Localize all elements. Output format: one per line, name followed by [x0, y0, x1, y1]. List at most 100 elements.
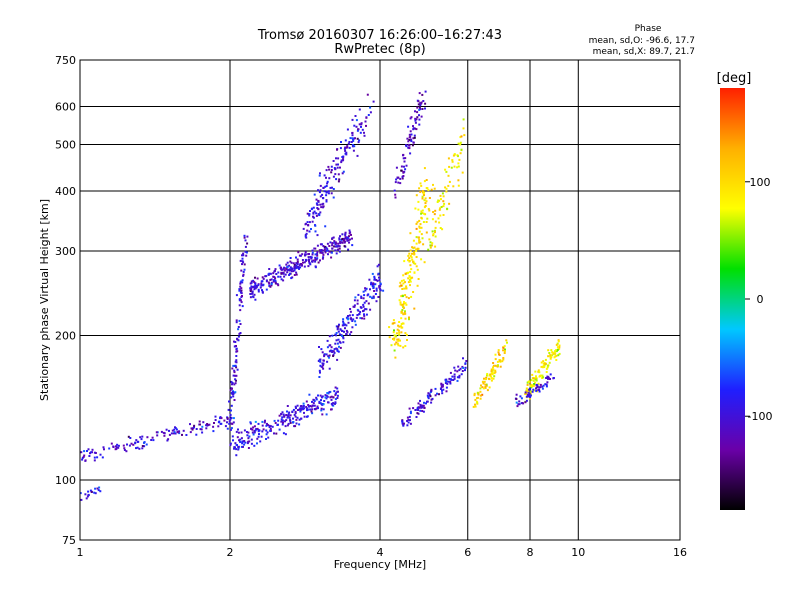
scatter-point: [427, 189, 430, 192]
scatter-point: [94, 487, 97, 490]
y-tick-label: 100: [55, 474, 76, 487]
scatter-point: [351, 326, 354, 329]
scatter-point: [371, 285, 374, 287]
scatter-point: [267, 436, 270, 439]
scatter-point: [538, 371, 541, 374]
scatter-point: [549, 354, 552, 357]
scatter-point: [320, 396, 323, 399]
scatter-point: [557, 354, 560, 357]
scatter-point: [273, 432, 275, 435]
scatter-point: [518, 400, 521, 403]
scatter-point: [346, 239, 349, 242]
scatter-point: [373, 277, 376, 280]
scatter-point: [457, 155, 459, 158]
scatter-point: [84, 459, 87, 462]
scatter-point: [277, 275, 280, 278]
scatter-point: [547, 377, 549, 380]
scatter-point: [359, 317, 362, 320]
scatter-point: [293, 269, 296, 272]
scatter-point: [338, 250, 341, 253]
scatter-point: [552, 377, 555, 379]
scatter-point: [451, 160, 454, 163]
scatter-point: [302, 405, 305, 408]
scatter-point: [348, 229, 351, 232]
scatter-point: [556, 349, 559, 351]
scatter-point: [496, 365, 499, 368]
scatter-point: [422, 192, 425, 195]
scatter-point: [90, 491, 93, 493]
scatter-point: [442, 200, 445, 203]
scatter-point: [325, 200, 328, 203]
scatter-point: [338, 178, 341, 181]
y-tick-label: 750: [55, 54, 76, 67]
scatter-point: [538, 390, 541, 393]
scatter-point: [332, 236, 335, 239]
scatter-point: [233, 345, 236, 348]
scatter-point: [527, 395, 530, 398]
scatter-point: [319, 184, 322, 187]
scatter-point: [529, 387, 531, 390]
scatter-point: [344, 149, 347, 152]
scatter-point: [338, 340, 341, 343]
scatter-point: [313, 247, 316, 250]
scatter-point: [401, 295, 404, 298]
scatter-point: [231, 393, 234, 396]
colorbar-tick-label: 0: [757, 293, 764, 306]
scatter-point: [473, 394, 476, 397]
scatter-point: [453, 153, 456, 156]
scatter-point: [208, 423, 211, 426]
scatter-point: [437, 217, 440, 220]
scatter-point: [232, 417, 235, 420]
scatter-point: [348, 241, 350, 244]
scatter-point: [537, 369, 540, 372]
scatter-point: [234, 378, 237, 381]
scatter-point: [407, 125, 410, 128]
scatter-point: [295, 422, 298, 425]
scatter-point: [447, 157, 450, 160]
scatter-point: [191, 428, 194, 431]
scatter-point: [232, 439, 234, 442]
scatter-point: [303, 261, 306, 264]
scatter-point: [516, 405, 519, 408]
scatter-point: [419, 102, 422, 105]
scatter-point: [321, 251, 324, 254]
scatter-point: [406, 420, 409, 422]
scatter-point: [424, 202, 427, 205]
scatter-point: [359, 311, 362, 313]
scatter-point: [331, 404, 334, 407]
scatter-point: [416, 412, 419, 415]
scatter-point: [336, 358, 339, 361]
scatter-point: [253, 430, 256, 432]
scatter-point: [558, 344, 561, 347]
scatter-point: [269, 278, 272, 281]
scatter-point: [250, 280, 253, 283]
scatter-point: [312, 398, 315, 401]
scatter-point: [545, 383, 548, 386]
scatter-point: [241, 257, 244, 260]
scatter-point: [399, 303, 402, 306]
scatter-point: [456, 379, 459, 382]
scatter-point: [329, 344, 332, 347]
scatter-point: [499, 365, 502, 368]
scatter-point: [365, 313, 368, 316]
scatter-point: [219, 417, 221, 420]
scatter-point: [317, 261, 320, 264]
scatter-point: [408, 139, 411, 141]
scatter-point: [372, 287, 375, 289]
scatter-point: [340, 141, 342, 143]
scatter-point: [86, 495, 89, 498]
scatter-point: [273, 276, 276, 278]
scatter-point: [401, 326, 404, 329]
scatter-point: [334, 342, 337, 345]
scatter-point: [393, 337, 396, 340]
x-tick-label: 6: [464, 546, 471, 559]
scatter-point: [314, 253, 317, 256]
scatter-point: [213, 422, 215, 424]
scatter-point: [315, 202, 318, 205]
scatter-point: [348, 333, 351, 336]
scatter-point: [418, 406, 420, 409]
scatter-point: [324, 185, 327, 188]
scatter-point: [414, 117, 417, 120]
scatter-point: [522, 402, 525, 405]
scatter-point: [494, 353, 497, 356]
